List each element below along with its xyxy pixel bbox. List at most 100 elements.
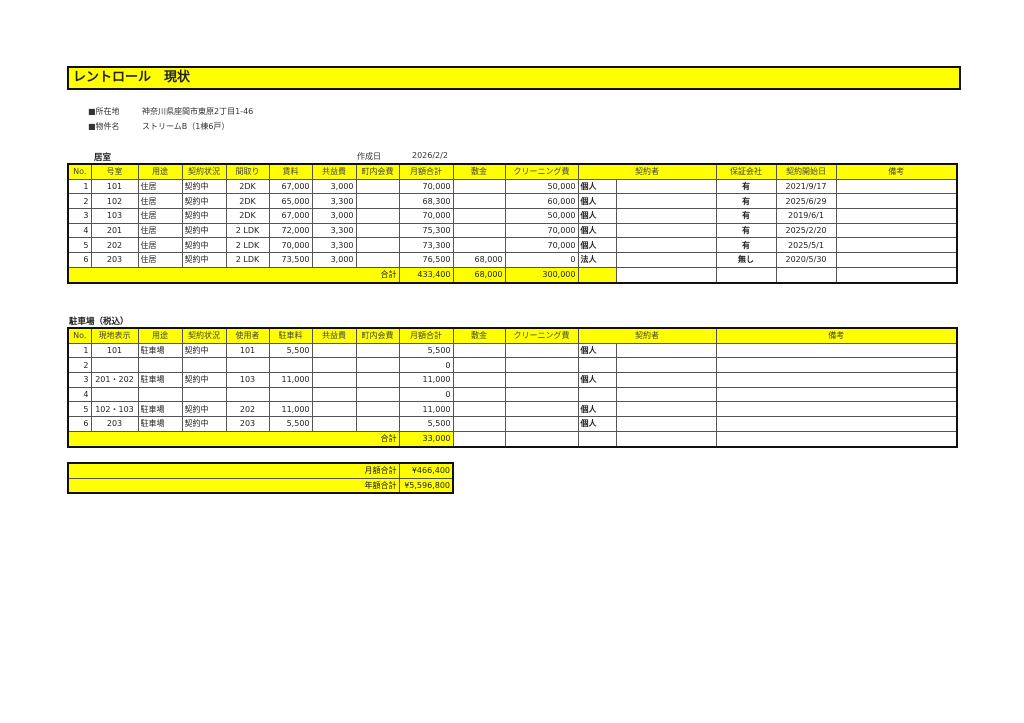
cell: 103 — [90, 208, 139, 224]
cell: 203 — [90, 252, 139, 268]
cell — [504, 342, 579, 359]
table-row: 3 201・202 駐車場 契約中 103 11,000 11,000 個人 — [67, 372, 958, 388]
cell — [577, 266, 617, 284]
cell: 駐車場 — [137, 372, 183, 388]
cell: 11,000 — [398, 372, 454, 388]
cell — [504, 401, 579, 418]
cell — [355, 178, 400, 195]
page-title: レントロール 現状 — [67, 66, 961, 90]
cell: 有 — [715, 237, 777, 254]
cell — [615, 266, 717, 284]
table-row: 6 203 駐車場 契約中 203 5,500 5,500 個人 — [67, 416, 958, 432]
cell — [615, 193, 717, 210]
cell: 68,300 — [398, 193, 454, 210]
cell — [452, 208, 506, 224]
table-row: 6 203 住居 契約中 2 LDK 73,500 3,000 76,500 68,000 0 法人… — [67, 252, 958, 268]
cell: 2DK — [225, 208, 270, 224]
cell — [355, 372, 400, 388]
parking-section-label: 駐車場（税込） — [69, 317, 129, 327]
cell — [615, 342, 717, 359]
cell: 契約中 — [181, 222, 227, 239]
column-header: 用途 — [137, 163, 183, 180]
cell — [615, 252, 717, 268]
cell: 2025/5/1 — [775, 237, 837, 254]
cell: 契約中 — [181, 252, 227, 268]
property-value: ストリームB（1棟6戸） — [142, 122, 230, 131]
cell: 2 LDK — [225, 222, 270, 239]
cell: 5,500 — [398, 342, 454, 359]
cell: 101 — [90, 342, 139, 359]
cell — [715, 386, 958, 403]
column-header: 備考 — [715, 327, 958, 344]
cell: 個人 — [577, 193, 617, 210]
cell — [181, 386, 227, 403]
cell: 2025/2/20 — [775, 222, 837, 239]
cell: 300,000 — [504, 266, 579, 284]
cell — [311, 401, 357, 418]
summary-table: 月額合計 ¥466,400 年額合計 ¥5,596,800 — [67, 462, 454, 495]
cell: 契約中 — [181, 208, 227, 224]
cell — [355, 386, 400, 403]
cell: 住居 — [137, 178, 183, 195]
cell: 201・202 — [90, 372, 139, 388]
cell — [715, 430, 958, 448]
table-row: 2 102 住居 契約中 2DK 65,000 3,300 68,300 60,000 個人 有 20… — [67, 193, 958, 210]
cell: 5 — [67, 237, 92, 254]
cell — [311, 386, 357, 403]
cell — [355, 342, 400, 359]
cell: 1 — [67, 342, 92, 359]
cell: 契約中 — [181, 178, 227, 195]
cell: 3 — [67, 208, 92, 224]
residence-table: No. 号室 用途 契約状況 間取り 賃料 共益費 町内会費 月額合計 敷金 クリーニング費 契約者保… — [67, 163, 958, 284]
cell: 契約中 — [181, 372, 227, 388]
cell: 有 — [715, 178, 777, 195]
cell: 合計 — [67, 430, 400, 448]
cell — [452, 222, 506, 239]
column-header: No. — [67, 327, 92, 344]
cell: 合計 — [67, 266, 400, 284]
cell — [715, 372, 958, 388]
cell: 1 — [67, 178, 92, 195]
cell: 0 — [398, 357, 454, 374]
column-header: 月額合計 — [398, 163, 454, 180]
cell: 73,500 — [268, 252, 313, 268]
cell — [452, 237, 506, 254]
cell: 70,000 — [504, 237, 579, 254]
cell — [268, 357, 313, 374]
cell — [355, 357, 400, 374]
cell — [615, 416, 717, 432]
cell — [615, 178, 717, 195]
cell: 65,000 — [268, 193, 313, 210]
cell — [452, 357, 506, 374]
cell — [311, 357, 357, 374]
cell: 契約中 — [181, 237, 227, 254]
cell: 有 — [715, 222, 777, 239]
cell: 70,000 — [268, 237, 313, 254]
cell: 3,300 — [311, 193, 357, 210]
column-header: 共益費 — [311, 327, 357, 344]
cell: 101 — [225, 342, 270, 359]
cell: 住居 — [137, 193, 183, 210]
cell: 4 — [67, 222, 92, 239]
cell — [355, 252, 400, 268]
cell: 3,000 — [311, 252, 357, 268]
cell — [504, 386, 579, 403]
cell: 203 — [225, 416, 270, 432]
cell — [615, 222, 717, 239]
cell: 5,500 — [268, 342, 313, 359]
cell: 11,000 — [268, 372, 313, 388]
cell: 2 — [67, 193, 92, 210]
table-row: 5 102・103 駐車場 契約中 202 11,000 11,000 個人 — [67, 401, 958, 418]
cell: 50,000 — [504, 208, 579, 224]
cell: 4 — [67, 386, 92, 403]
cell — [452, 193, 506, 210]
cell: 2 LDK — [225, 237, 270, 254]
column-header: 町内会費 — [355, 163, 400, 180]
column-header: クリーニング費 — [504, 163, 579, 180]
cell — [90, 386, 139, 403]
cell: 2DK — [225, 193, 270, 210]
cell: 無し — [715, 252, 777, 268]
cell — [835, 222, 958, 239]
